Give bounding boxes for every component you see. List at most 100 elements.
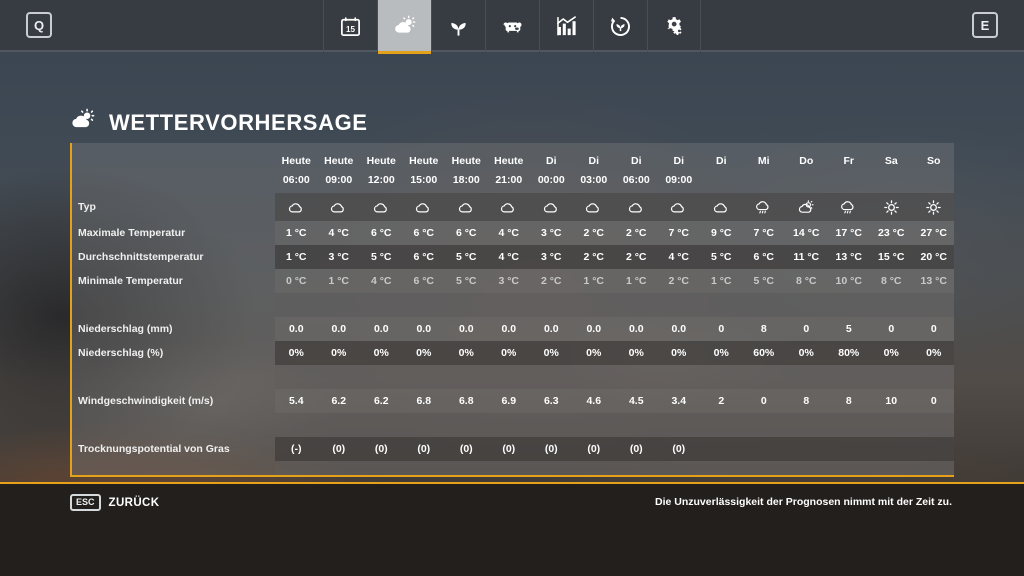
prev-page-hint[interactable]: Q xyxy=(0,0,78,50)
table-cell: 2 °C xyxy=(615,221,658,245)
column-header-day: Sa xyxy=(884,155,898,167)
table-cell: 14 °C xyxy=(785,221,828,245)
spacer-cell xyxy=(402,293,445,317)
key-q[interactable]: Q xyxy=(26,12,52,38)
column-header-time: 06:00 xyxy=(622,174,650,186)
table-cell: 5.4 xyxy=(275,389,318,413)
spacer-cell xyxy=(615,413,658,437)
table-cell: 5 xyxy=(827,317,870,341)
spacer-cell xyxy=(870,293,913,317)
forecast-reliability-hint: Die Unzuverlässigkeit der Prognosen nimm… xyxy=(655,496,952,508)
table-row: Niederschlag (%) 0% 0% 0% 0% 0% 0% 0% 0% 0% 0% 0% 60… xyxy=(72,341,954,365)
calendar-icon: 15 xyxy=(339,15,362,38)
table-cell: (0) xyxy=(657,437,700,461)
table-cell: 0.0 xyxy=(275,317,318,341)
table-cell: 0% xyxy=(530,341,573,365)
table-cell: 6 °C xyxy=(360,221,403,245)
table-cell: (0) xyxy=(445,437,488,461)
weather-forecast-panel: Heute Heute Heute Heute Heute Heute Di Di Di Di Di… xyxy=(70,143,954,477)
table-cell: 13 °C xyxy=(912,269,954,293)
column-header-time xyxy=(743,167,786,193)
rotation-tab[interactable] xyxy=(593,0,647,52)
table-cell: 2 °C xyxy=(572,245,615,269)
table-cell: 13 °C xyxy=(827,245,870,269)
next-page-hint[interactable]: E xyxy=(946,0,1024,50)
table-cell xyxy=(785,437,828,461)
table-cell: 0% xyxy=(657,341,700,365)
table-cell: 9 °C xyxy=(700,221,743,245)
table-cell: 0.0 xyxy=(572,317,615,341)
row-label: Windgeschwindigkeit (m/s) xyxy=(78,395,214,407)
row-label xyxy=(72,293,275,317)
table-cell: 1 °C xyxy=(275,245,318,269)
table-cell: 1 °C xyxy=(572,269,615,293)
column-header-time xyxy=(828,167,871,193)
table-cell: 4 °C xyxy=(360,269,403,293)
column-header-day: Di xyxy=(673,155,685,167)
spacer-cell xyxy=(360,461,403,475)
spacer-cell xyxy=(870,413,913,437)
table-cell: 0.0 xyxy=(657,317,700,341)
table-cell: 5 °C xyxy=(445,269,488,293)
table-cell: 8 xyxy=(827,389,870,413)
column-header-time xyxy=(913,167,955,193)
table-cell: (0) xyxy=(402,437,445,461)
table-cell: 6.8 xyxy=(402,389,445,413)
spacer-cell xyxy=(657,461,700,475)
weather-type-partly-cloudy-icon xyxy=(785,193,828,221)
spacer-cell xyxy=(827,413,870,437)
column-header-time: 00:00 xyxy=(537,174,565,186)
spacer-cell xyxy=(402,365,445,389)
spacer-cell xyxy=(317,413,360,437)
spacer-cell xyxy=(317,293,360,317)
weather-type-cloud-icon xyxy=(275,193,318,221)
back-label: ZURÜCK xyxy=(108,496,160,509)
column-header-day: Heute xyxy=(366,155,396,167)
key-e[interactable]: E xyxy=(972,12,998,38)
table-cell: 6 °C xyxy=(402,269,445,293)
table-cell: 6 °C xyxy=(445,221,488,245)
spacer-cell xyxy=(445,365,488,389)
table-row: Minimale Temperatur 0 °C 1 °C 4 °C 6 °C 5 °C 3… xyxy=(72,269,954,293)
weather-tab[interactable] xyxy=(377,0,431,54)
weather-type-cloud-icon xyxy=(360,193,403,221)
spacer-cell xyxy=(572,365,615,389)
table-row: Maximale Temperatur 1 °C 4 °C 6 °C 6 °C 6 °C 4… xyxy=(72,221,954,245)
spacer-cell xyxy=(912,461,954,475)
animals-tab[interactable] xyxy=(485,0,539,52)
spacer-cell xyxy=(827,461,870,475)
table-cell: 7 °C xyxy=(742,221,785,245)
table-cell: 80% xyxy=(827,341,870,365)
table-cell: 0.0 xyxy=(530,317,573,341)
spacer-cell xyxy=(317,461,360,475)
table-cell: 20 °C xyxy=(912,245,954,269)
spacer-cell xyxy=(785,461,828,475)
settings-tab[interactable] xyxy=(647,0,701,52)
table-row: Niederschlag (mm) 0.0 0.0 0.0 0.0 0.0 0.0 0.0 0.… xyxy=(72,317,954,341)
column-header-time: 09:00 xyxy=(665,174,693,186)
row-label: Durchschnittstemperatur xyxy=(78,251,204,263)
calendar-tab[interactable]: 15 xyxy=(323,0,377,52)
spacer-cell xyxy=(445,413,488,437)
spacer-cell xyxy=(530,293,573,317)
table-body: Typ Maximale Temperatur 1 °C 4 °C 6 °C 6 °C 6 … xyxy=(72,193,954,475)
stats-tab[interactable] xyxy=(539,0,593,52)
spacer-cell xyxy=(615,293,658,317)
table-cell: 4 °C xyxy=(487,221,530,245)
table-cell: 6 °C xyxy=(402,221,445,245)
column-header-time xyxy=(700,167,743,193)
column-header-day: Heute xyxy=(324,155,354,167)
table-cell: 2 xyxy=(700,389,743,413)
table-cell: 0 xyxy=(912,389,954,413)
table-cell: 11 °C xyxy=(785,245,828,269)
spacer-cell xyxy=(912,365,954,389)
back-button[interactable]: ESC ZURÜCK xyxy=(70,494,159,511)
table-row: Durchschnittstemperatur 1 °C 3 °C 5 °C 6 °C 5… xyxy=(72,245,954,269)
row-label xyxy=(72,461,275,475)
column-header-time: 15:00 xyxy=(410,174,438,186)
plants-tab[interactable] xyxy=(431,0,485,52)
spacer-cell xyxy=(317,365,360,389)
table-cell: 8 °C xyxy=(870,269,913,293)
weather-type-sun-icon xyxy=(912,193,954,221)
table-cell: 0 xyxy=(700,317,743,341)
